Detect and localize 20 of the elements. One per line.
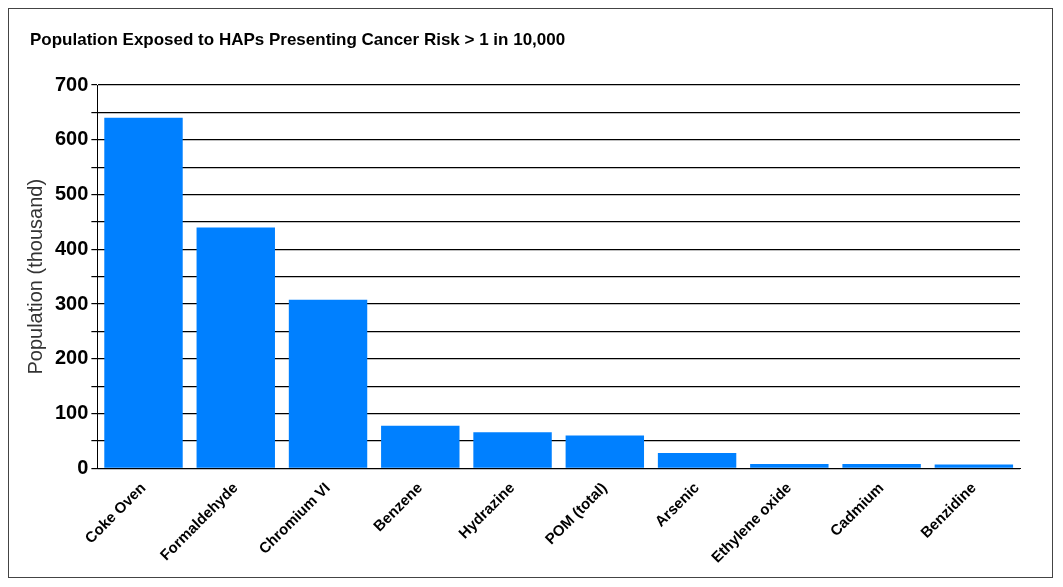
y-tick-label: 700 [54,72,89,95]
bar [288,299,368,468]
bar [934,464,1014,468]
bar [565,435,645,468]
bar [657,453,737,468]
y-axis-title: Population (thousand) [23,178,46,375]
y-tick-label: 500 [54,182,89,205]
bar [750,464,829,468]
y-tick-label: 200 [54,346,89,369]
bar [196,227,275,468]
chart-title: Population Exposed to HAPs Presenting Cancer Risk > 1 in 10,000 [30,30,566,50]
bar [842,464,921,468]
y-tick-label: 400 [54,236,89,259]
y-tick-label: 0 [77,455,89,478]
bar [381,425,460,468]
y-tick-label: 300 [54,291,89,314]
y-tick-label: 100 [54,401,89,424]
y-tick-label: 600 [54,127,89,150]
bar [104,117,183,468]
bar [473,432,552,468]
